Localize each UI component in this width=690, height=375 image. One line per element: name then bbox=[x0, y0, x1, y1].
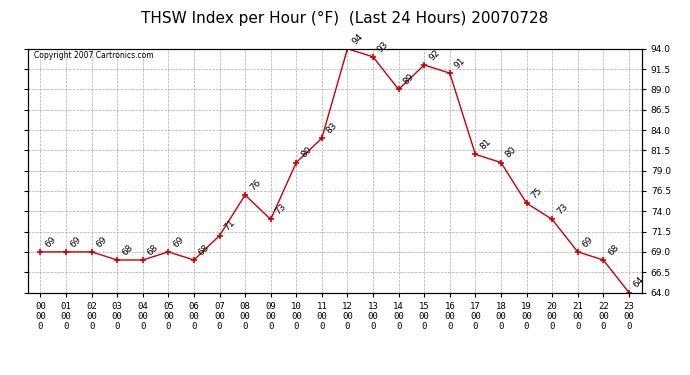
Text: Copyright 2007 Cartronics.com: Copyright 2007 Cartronics.com bbox=[34, 51, 153, 60]
Text: 69: 69 bbox=[171, 235, 186, 249]
Text: 80: 80 bbox=[299, 145, 313, 160]
Text: 69: 69 bbox=[69, 235, 83, 249]
Text: 94: 94 bbox=[351, 32, 364, 46]
Text: 80: 80 bbox=[504, 145, 518, 160]
Text: 71: 71 bbox=[222, 218, 237, 233]
Text: 83: 83 bbox=[324, 121, 339, 135]
Text: 91: 91 bbox=[453, 56, 467, 70]
Text: 68: 68 bbox=[146, 243, 160, 257]
Text: 75: 75 bbox=[529, 186, 544, 200]
Text: 69: 69 bbox=[43, 235, 58, 249]
Text: 93: 93 bbox=[376, 40, 391, 54]
Text: 68: 68 bbox=[197, 243, 211, 257]
Text: 73: 73 bbox=[555, 202, 569, 217]
Text: 76: 76 bbox=[248, 178, 262, 192]
Text: 69: 69 bbox=[580, 235, 595, 249]
Text: 69: 69 bbox=[95, 235, 109, 249]
Text: 89: 89 bbox=[402, 72, 416, 87]
Text: 64: 64 bbox=[631, 275, 646, 290]
Text: 92: 92 bbox=[427, 48, 442, 62]
Text: 73: 73 bbox=[273, 202, 288, 217]
Text: 81: 81 bbox=[478, 137, 493, 152]
Text: 68: 68 bbox=[606, 243, 620, 257]
Text: 68: 68 bbox=[120, 243, 135, 257]
Text: THSW Index per Hour (°F)  (Last 24 Hours) 20070728: THSW Index per Hour (°F) (Last 24 Hours)… bbox=[141, 11, 549, 26]
